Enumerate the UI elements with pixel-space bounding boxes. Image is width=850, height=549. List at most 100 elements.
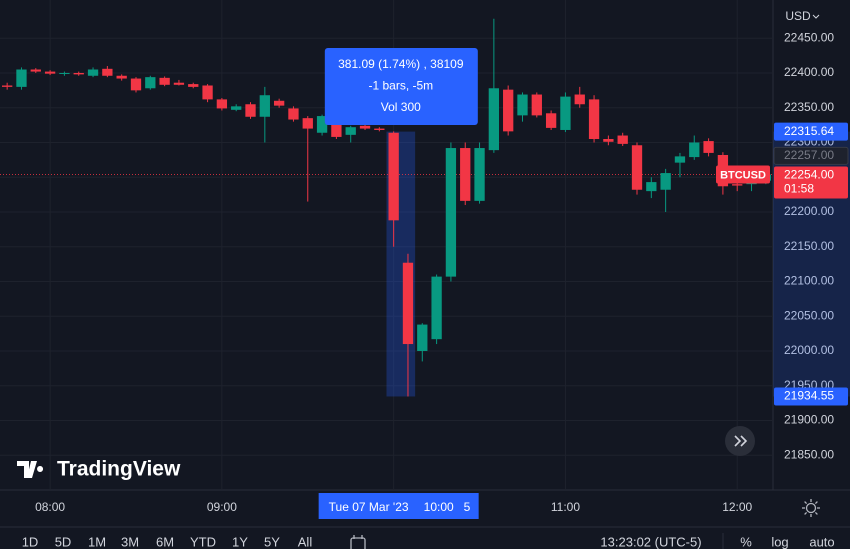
x-tick-label: 08:00 [35,500,65,514]
candle-body [588,99,600,140]
range-button[interactable]: 5D [55,534,72,549]
candle-body [302,118,313,129]
x-tick-label: 11:00 [551,500,580,514]
candle-body [188,84,199,87]
crosshair-time-box [318,493,479,519]
candle-body [488,88,500,151]
candle-body [87,69,99,76]
candle-body [145,77,156,89]
symbol-box [716,165,770,184]
y-tick-label: 21900.00 [784,413,834,427]
measure-from-label-box [774,122,848,141]
candle-body [345,127,356,135]
measure-text: Vol 300 [381,100,421,114]
other-price-label: 22257.00 [784,148,834,162]
calendar-frame [350,537,366,549]
range-button[interactable]: 1Y [232,534,248,549]
candle-body [474,148,485,201]
candle-body [732,184,743,186]
scale-option[interactable]: % [740,534,752,549]
countdown: 01:58 [784,182,814,196]
currency-caret [812,14,820,19]
sun-core [805,502,817,514]
candle-body [417,324,428,351]
clock: 13:23:02 (UTC-5) [600,534,701,549]
measure-tooltip [324,48,478,125]
candle-body [2,85,13,87]
range-button[interactable]: 1M [88,534,106,549]
candle-body [245,104,256,117]
y-tick-label: 22000.00 [784,343,834,357]
candle-body [259,95,270,117]
y-tick-label: 22450.00 [784,30,834,44]
candle-body [574,94,585,105]
candle-body [231,106,242,110]
range-button[interactable]: All [298,534,313,549]
candle-body [202,85,213,100]
calendar-icon[interactable] [350,535,366,549]
candle-body [503,89,514,132]
candle-body [159,77,170,85]
sun-rays [802,499,820,517]
candle-body [703,141,714,153]
candle-body [116,75,127,79]
crosshair-extra: 5 [464,500,471,514]
x-tick-label: 12:00 [722,500,752,514]
candle-body [102,68,113,76]
candle-body [402,262,414,345]
measure-text: -1 bars, -5m [368,79,433,93]
range-button[interactable]: 3M [121,534,139,549]
y-tick-label: 22100.00 [784,274,834,288]
y-tick-label: 22200.00 [784,204,834,218]
y-tick-label: 22050.00 [784,308,834,322]
candle-body [173,82,185,85]
range-button[interactable]: YTD [190,534,216,549]
candle-body [30,69,41,72]
candle-body [273,100,285,106]
measure-text: 381.09 (1.74%) , 38109 [338,57,464,71]
candle-body [646,182,657,192]
candle-body [316,116,328,133]
calendar-rings [353,535,363,539]
candle-body [674,156,686,163]
candle-body [445,148,457,277]
candle-body [531,94,542,116]
y-tick-label: 22150.00 [784,239,834,253]
candle-body [603,139,614,142]
range-button[interactable]: 1D [22,534,39,549]
y-tick-label: 22400.00 [784,65,834,79]
range-button[interactable]: 5Y [264,534,280,549]
candle-body [288,108,299,120]
candle-body [44,71,56,74]
x-tick-label: 09:00 [207,500,237,514]
range-button[interactable]: 6M [156,534,174,549]
candle-body [388,132,399,221]
currency-label[interactable]: USD [785,9,811,23]
measure-to-label: 21934.55 [784,389,834,403]
last-price-box [774,166,848,199]
logo-mark [17,461,44,478]
candle-body [73,72,84,75]
y-tick-label: 21850.00 [784,447,834,461]
candle-body [374,128,385,130]
scale-option[interactable]: log [771,534,788,549]
candle-body [689,142,700,158]
last-price-label: 22254.00 [784,168,834,182]
candle-body [660,173,671,190]
candle-body [545,113,557,128]
crosshair-time: 10:00 [424,500,454,514]
y-tick-label: 22350.00 [784,100,834,114]
candle-body [59,72,70,74]
candle-body [331,123,342,137]
candle-body [130,78,142,91]
candle-body [431,276,442,340]
candle-body [460,148,471,201]
settings-icon[interactable] [802,499,820,517]
candle-body [517,94,528,116]
candle-body [617,135,628,144]
measure-from-label: 22315.64 [784,124,834,138]
logo: TradingView [17,458,181,481]
scale-option[interactable]: auto [809,534,834,549]
